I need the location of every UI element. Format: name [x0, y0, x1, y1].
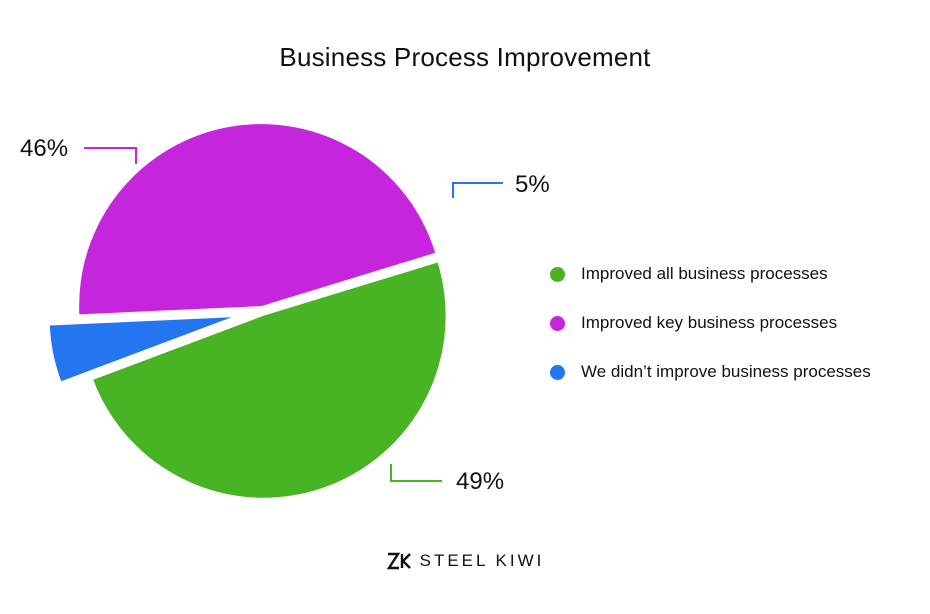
legend-label: Improved key business processes	[581, 313, 838, 332]
steel-kiwi-logo-icon	[386, 552, 411, 570]
legend-swatch-magenta	[550, 315, 565, 331]
data-label-5: 5%	[515, 171, 550, 198]
leader-line-49	[390, 464, 442, 482]
pie-slice-46-percent	[79, 124, 436, 315]
legend-item: Improved all business processes	[550, 262, 871, 286]
data-label-46: 46%	[20, 135, 68, 162]
legend-item: Improved key business processes	[550, 311, 871, 335]
legend-item: We didn’t improve business processes	[550, 360, 871, 384]
legend-label: We didn’t improve business processes	[581, 362, 871, 381]
leader-line-5	[452, 182, 503, 198]
legend-swatch-blue	[550, 364, 565, 380]
pie-slices	[49, 124, 446, 498]
brand-name: STEEL KIWI	[419, 551, 545, 570]
data-label-49: 49%	[456, 468, 504, 495]
leader-lines	[84, 147, 503, 482]
legend-label: Improved all business processes	[581, 264, 828, 283]
pie-slice-5-percent	[49, 317, 232, 382]
chart-title: Business Process Improvement	[279, 42, 651, 72]
legend-swatch-green	[550, 266, 565, 282]
brand: STEEL KIWI	[0, 551, 930, 571]
leader-line-46	[84, 147, 137, 164]
legend: Improved all business processes Improved…	[550, 262, 871, 409]
pie-slice-49-percent	[93, 262, 446, 498]
